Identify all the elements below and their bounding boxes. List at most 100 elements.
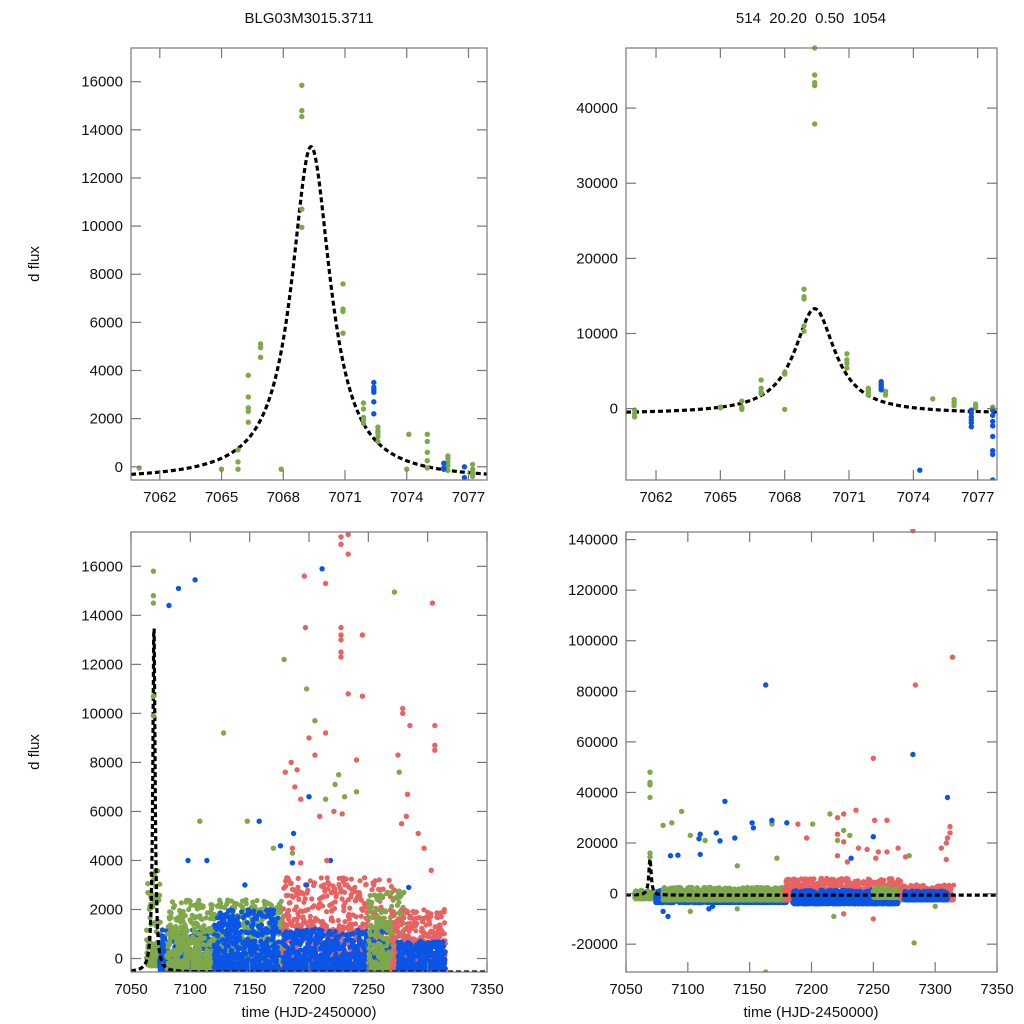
data-point-green: [312, 718, 318, 724]
data-point-green: [194, 902, 200, 908]
data-point-green: [254, 897, 260, 904]
data-point-red: [376, 877, 382, 883]
data-point-red: [311, 882, 317, 889]
data-point-green: [340, 330, 346, 336]
data-point-red: [319, 918, 326, 925]
data-point-blue: [224, 937, 230, 943]
data-point-blue: [268, 953, 274, 959]
data-point-green: [469, 473, 476, 480]
data-point-green: [257, 354, 264, 360]
data-point-red: [320, 883, 326, 890]
data-point-green: [179, 965, 185, 971]
data-point-red: [390, 947, 396, 953]
data-point-red: [342, 919, 348, 925]
data-point-red: [438, 914, 444, 920]
data-point-green: [281, 656, 287, 663]
data-point-blue: [306, 794, 312, 800]
data-point-red: [330, 918, 336, 924]
data-point-blue: [214, 932, 221, 939]
data-point-blue: [302, 945, 308, 951]
y-tick-label: 12000: [81, 170, 123, 187]
data-point-blue: [355, 931, 362, 937]
data-point-blue: [350, 931, 356, 937]
data-point-red: [293, 904, 299, 910]
data-point-red: [346, 911, 352, 918]
data-point-blue: [441, 460, 447, 466]
data-point-green: [177, 907, 183, 914]
data-point-green: [717, 405, 724, 411]
data-point-blue: [322, 949, 328, 955]
data-point-blue: [419, 958, 425, 964]
data-point-red: [301, 573, 307, 579]
data-point-green: [367, 923, 373, 929]
data-point-blue: [256, 818, 262, 824]
data-point-green: [250, 899, 256, 905]
data-point-green: [167, 941, 173, 947]
x-tick-label: 7074: [390, 489, 423, 506]
data-point-blue: [271, 930, 277, 937]
data-point-blue: [332, 929, 338, 935]
data-point-blue: [990, 423, 996, 429]
data-point-green: [173, 924, 179, 930]
data-point-blue: [266, 958, 272, 965]
band-blue: [395, 938, 448, 972]
data-point-green: [194, 914, 200, 920]
data-point-green: [183, 930, 189, 936]
data-point-green: [167, 916, 173, 922]
data-point-green: [204, 948, 210, 954]
data-point-green: [299, 206, 305, 212]
data-point-green: [299, 113, 305, 120]
data-point-green: [812, 72, 818, 78]
data-point-green: [268, 902, 274, 909]
data-point-red: [295, 884, 301, 890]
x-tick-label: 7071: [328, 489, 361, 506]
data-point-blue: [263, 907, 270, 913]
data-point-blue: [237, 930, 243, 936]
data-point-blue: [250, 938, 256, 945]
series-green: [150, 568, 402, 856]
data-point-blue: [968, 420, 974, 426]
data-point-green: [206, 957, 213, 963]
panel-top-left: BLG03M3015.3711 d flux 7062 7065 7068 7071 7…: [26, 10, 488, 506]
data-point-blue: [211, 952, 217, 958]
data-point-blue: [356, 938, 362, 944]
data-point-red: [300, 914, 306, 920]
data-point-blue: [358, 963, 364, 969]
data-point-green: [190, 934, 196, 940]
band-blue: [211, 907, 282, 972]
data-point-blue: [244, 920, 250, 926]
data-point-green: [169, 899, 175, 905]
data-point-green: [398, 892, 404, 898]
y-axis-label: d flux: [26, 246, 43, 282]
data-point-blue: [257, 963, 263, 970]
data-point-green: [379, 909, 385, 916]
data-point-blue: [230, 920, 236, 927]
data-point-blue: [217, 910, 223, 916]
data-point-red: [295, 875, 301, 882]
data-point-green: [373, 929, 379, 936]
data-point-blue: [313, 941, 319, 947]
data-point-blue: [224, 914, 230, 920]
data-point-green: [183, 950, 189, 956]
data-point-blue: [204, 857, 210, 864]
data-point-green: [276, 901, 282, 907]
series-green: [631, 45, 996, 420]
data-point-green: [209, 902, 215, 908]
data-point-blue: [257, 925, 263, 931]
data-point-red: [441, 931, 447, 937]
data-point-blue: [402, 949, 408, 955]
data-point-green: [369, 899, 375, 905]
data-point-red: [427, 913, 433, 919]
data-point-green: [303, 686, 310, 692]
data-point-blue: [461, 474, 468, 480]
data-point-blue: [461, 464, 468, 470]
data-point-blue: [221, 917, 227, 923]
data-point-blue: [251, 945, 257, 951]
data-point-blue: [371, 411, 377, 417]
x-tick-label: 7077: [452, 489, 485, 506]
data-point-green: [257, 341, 264, 347]
data-point-red: [441, 920, 448, 926]
data-point-blue: [396, 955, 402, 961]
data-point-red: [307, 878, 313, 884]
